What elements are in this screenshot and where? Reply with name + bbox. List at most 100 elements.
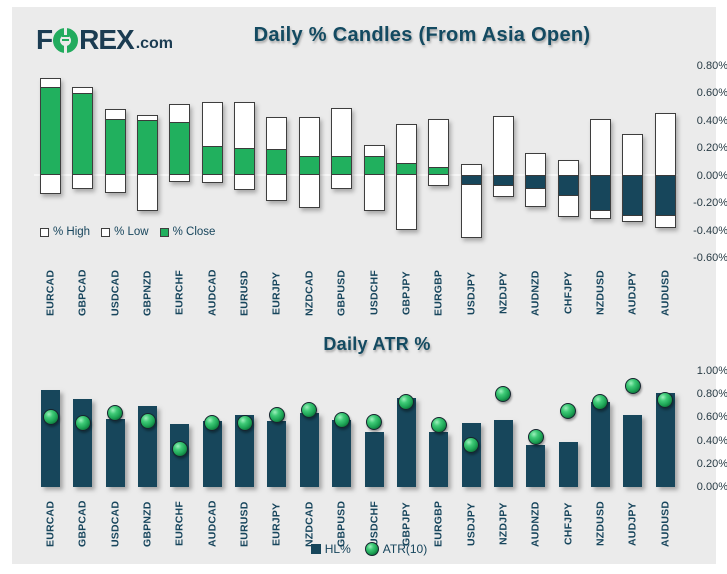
x-label2-EURUSD: EURUSD [238, 501, 251, 547]
x-label2-AUDUSD: AUDUSD [659, 500, 672, 548]
candle-CHFJPY [557, 159, 579, 218]
candle-fill-NZDJPY [493, 174, 513, 186]
legend-item-atr: ATR(10) [364, 542, 427, 556]
candle-fill-USDCAD [105, 118, 125, 175]
bar-USDCAD [105, 418, 125, 487]
candle-fill-USDJPY [461, 174, 481, 185]
close-swatch-icon [159, 227, 169, 237]
x-label-GBPNZD: GBPNZD [141, 270, 154, 316]
atr-dot-NZDCAD [301, 402, 318, 419]
x-label-USDCAD: USDCAD [109, 269, 122, 317]
candle-NZDUSD [589, 118, 611, 219]
x-label2-EURCAD: EURCAD [44, 500, 57, 548]
candle-EURUSD [234, 102, 256, 191]
candle-fill-EURUSD [235, 147, 255, 175]
candle-AUDUSD [654, 113, 676, 229]
bar-AUDUSD [655, 393, 675, 487]
bar-NZDUSD [590, 402, 610, 487]
x-label-EURCAD: EURCAD [44, 269, 57, 317]
candle-fill-AUDJPY [623, 174, 643, 217]
x-label2-USDCAD: USDCAD [109, 500, 122, 548]
x-label-EURCHF: EURCHF [173, 270, 186, 316]
bar-USDJPY [461, 423, 481, 487]
candle-fill-NZDCAD [299, 155, 319, 175]
bar-CHFJPY [558, 441, 578, 487]
y-tick2-0.00%: 0.00% [696, 481, 727, 493]
atr-dot-EURJPY [268, 406, 285, 423]
y-tick2-1.00%: 1.00% [696, 365, 727, 377]
x-label-USDCHF: USDCHF [368, 270, 380, 316]
bar-EURUSD [235, 415, 255, 487]
x-label-GBPUSD: GBPUSD [335, 269, 348, 317]
candle-fill-GBPNZD [138, 120, 158, 175]
x-label-CHFJPY: CHFJPY [562, 271, 575, 315]
atr-dot-EURUSD [236, 415, 253, 432]
x-label2-NZDUSD: NZDUSD [594, 501, 607, 547]
high-swatch-icon [40, 227, 49, 237]
x-label-NZDCAD: NZDCAD [303, 270, 316, 316]
x-label-AUDJPY: AUDJPY [626, 271, 639, 315]
hl-swatch-icon [310, 544, 321, 554]
candle-AUDJPY [622, 133, 644, 222]
candle-EURGBP [428, 118, 450, 186]
candle-fill-AUDCAD [202, 146, 222, 175]
legend-label-high: % High [53, 226, 91, 238]
atr-dot-CHFJPY [560, 403, 577, 420]
legend-item-hl: HL% [310, 542, 351, 556]
atr-dot-NZDJPY [495, 386, 512, 403]
atr-dot-EURGBP [430, 417, 447, 434]
atr-dot-AUDCAD [204, 415, 221, 432]
candles-chart-title: Daily % Candles (From Asia Open) [253, 24, 591, 46]
candle-fill-GBPJPY [396, 162, 416, 175]
x-label2-CHFJPY: CHFJPY [562, 502, 575, 546]
x-label2-EURCHF: EURCHF [173, 501, 186, 547]
logo-text-f: F [36, 24, 53, 55]
candles-legend: % High % Low % Close [40, 226, 226, 238]
candle-GBPJPY [395, 124, 417, 230]
atr-chart-title: Daily ATR % [323, 334, 431, 354]
atr-dot-EURCHF [171, 440, 188, 457]
x-label-EURJPY: EURJPY [270, 271, 283, 315]
x-label-AUDUSD: AUDUSD [659, 269, 672, 317]
candle-GBPUSD [331, 107, 353, 189]
atr-dot-GBPNZD [139, 412, 156, 429]
atr-dot-USDCHF [366, 413, 382, 430]
x-label-GBPJPY: GBPJPY [400, 271, 413, 315]
atr-dot-GBPCAD [74, 415, 91, 432]
zero-gridline [34, 174, 678, 176]
candle-USDCHF [363, 144, 385, 211]
y-tick--0.20%: -0.20% [693, 197, 727, 210]
candle-EURCHF [169, 103, 191, 182]
candle-USDCAD [104, 109, 126, 193]
bar-AUDJPY [623, 415, 643, 487]
legend-label-low: % Low [114, 226, 149, 238]
x-label2-AUDNZD: AUDNZD [529, 501, 542, 547]
x-label-AUDCAD: AUDCAD [206, 269, 219, 317]
logo-text-tld: .com [135, 35, 174, 52]
bar-EURCAD [41, 389, 60, 487]
legend-item-close: % Close [159, 226, 215, 238]
x-label2-GBPNZD: GBPNZD [141, 501, 154, 547]
x-label2-AUDJPY: AUDJPY [626, 502, 639, 546]
candle-NZDCAD [298, 117, 320, 208]
atr-dot-USDJPY [463, 437, 480, 454]
logo-text-rex: REX [79, 24, 135, 55]
candle-NZDJPY [492, 116, 514, 197]
y-tick-0.60%: 0.60% [696, 87, 727, 100]
x-label-GBPCAD: GBPCAD [76, 269, 89, 317]
candle-USDJPY [460, 164, 482, 238]
atr-dot-USDCAD [107, 404, 124, 421]
y-tick2-0.80%: 0.80% [696, 388, 727, 401]
candle-fill-GBPCAD [73, 92, 93, 175]
candle-fill-AUDUSD [655, 174, 675, 217]
candle-fill-GBPUSD [332, 155, 352, 175]
atr-dot-EURCAD [42, 409, 59, 426]
legend-item-low: % Low [101, 226, 149, 238]
atr-dot-NZDUSD [592, 394, 609, 411]
y-tick--0.40%: -0.40% [693, 224, 727, 237]
atr-legend: HL% ATR(10) [251, 542, 501, 556]
y-tick-0.40%: 0.40% [696, 114, 727, 127]
bar-EURGBP [429, 432, 449, 487]
candle-fill-EURCAD [41, 87, 60, 175]
y-tick2-0.60%: 0.60% [696, 411, 727, 424]
